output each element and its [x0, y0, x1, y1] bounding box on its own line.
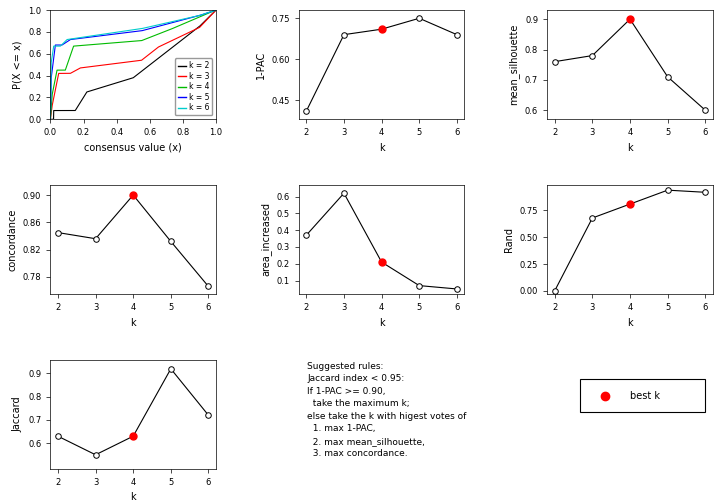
Y-axis label: mean_silhouette: mean_silhouette	[508, 24, 519, 105]
Y-axis label: 1-PAC: 1-PAC	[256, 50, 266, 79]
Y-axis label: Rand: Rand	[504, 227, 514, 252]
X-axis label: k: k	[627, 143, 633, 153]
Y-axis label: area_increased: area_increased	[260, 203, 271, 276]
X-axis label: k: k	[379, 318, 384, 328]
X-axis label: k: k	[130, 492, 136, 502]
Legend: k = 2, k = 3, k = 4, k = 5, k = 6: k = 2, k = 3, k = 4, k = 5, k = 6	[175, 58, 212, 115]
X-axis label: k: k	[379, 143, 384, 153]
Y-axis label: Jaccard: Jaccard	[12, 396, 22, 432]
Text: Suggested rules:
Jaccard index < 0.95:
If 1-PAC >= 0.90,
  take the maximum k;
e: Suggested rules: Jaccard index < 0.95: I…	[307, 362, 467, 458]
X-axis label: k: k	[130, 318, 136, 328]
Y-axis label: concordance: concordance	[7, 208, 17, 271]
X-axis label: consensus value (x): consensus value (x)	[84, 143, 182, 153]
X-axis label: k: k	[627, 318, 633, 328]
Y-axis label: P(X <= x): P(X <= x)	[12, 40, 22, 89]
Text: best k: best k	[630, 391, 660, 401]
